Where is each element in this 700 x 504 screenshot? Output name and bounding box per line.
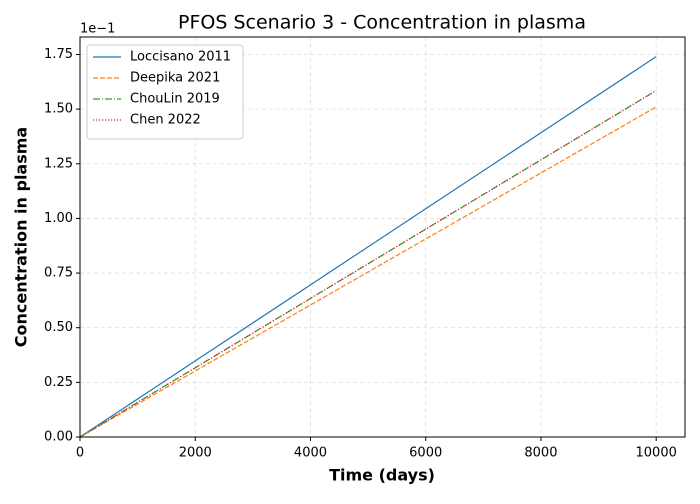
y-axis-label: Concentration in plasma — [12, 127, 31, 347]
y-tick-label: 0.75 — [44, 266, 73, 281]
legend-box — [86, 44, 244, 140]
x-tick-label: 10000 — [636, 446, 677, 461]
y-tick-label: 1.50 — [44, 102, 73, 117]
x-tick-label: 0 — [76, 446, 84, 461]
x-axis-label: Time (days) — [329, 466, 435, 485]
data-line — [79, 90, 657, 438]
chart-title: PFOS Scenario 3 - Concentration in plasm… — [178, 12, 586, 34]
y-tick-label: 1.75 — [44, 47, 73, 62]
plot-frame — [79, 36, 686, 438]
y-tick-label: 0.50 — [44, 320, 73, 335]
y-tick-label: 0.25 — [44, 375, 73, 390]
data-line — [79, 106, 657, 438]
legend-label: ChouLin 2019 — [130, 92, 220, 107]
y-offset-label: 1e−1 — [80, 22, 115, 37]
y-tick-label: 1.00 — [44, 211, 73, 226]
x-tick-label: 4000 — [294, 446, 327, 461]
x-tick-label: 8000 — [524, 446, 557, 461]
legend-label: Deepika 2021 — [130, 71, 220, 86]
y-tick-label: 1.25 — [44, 156, 73, 171]
y-tick-label: 0.00 — [44, 430, 73, 445]
legend-label: Loccisano 2011 — [130, 50, 231, 65]
legend-label: Chen 2022 — [130, 113, 201, 128]
data-line — [79, 56, 657, 438]
x-tick-label: 2000 — [179, 446, 212, 461]
x-tick-label: 6000 — [409, 446, 442, 461]
